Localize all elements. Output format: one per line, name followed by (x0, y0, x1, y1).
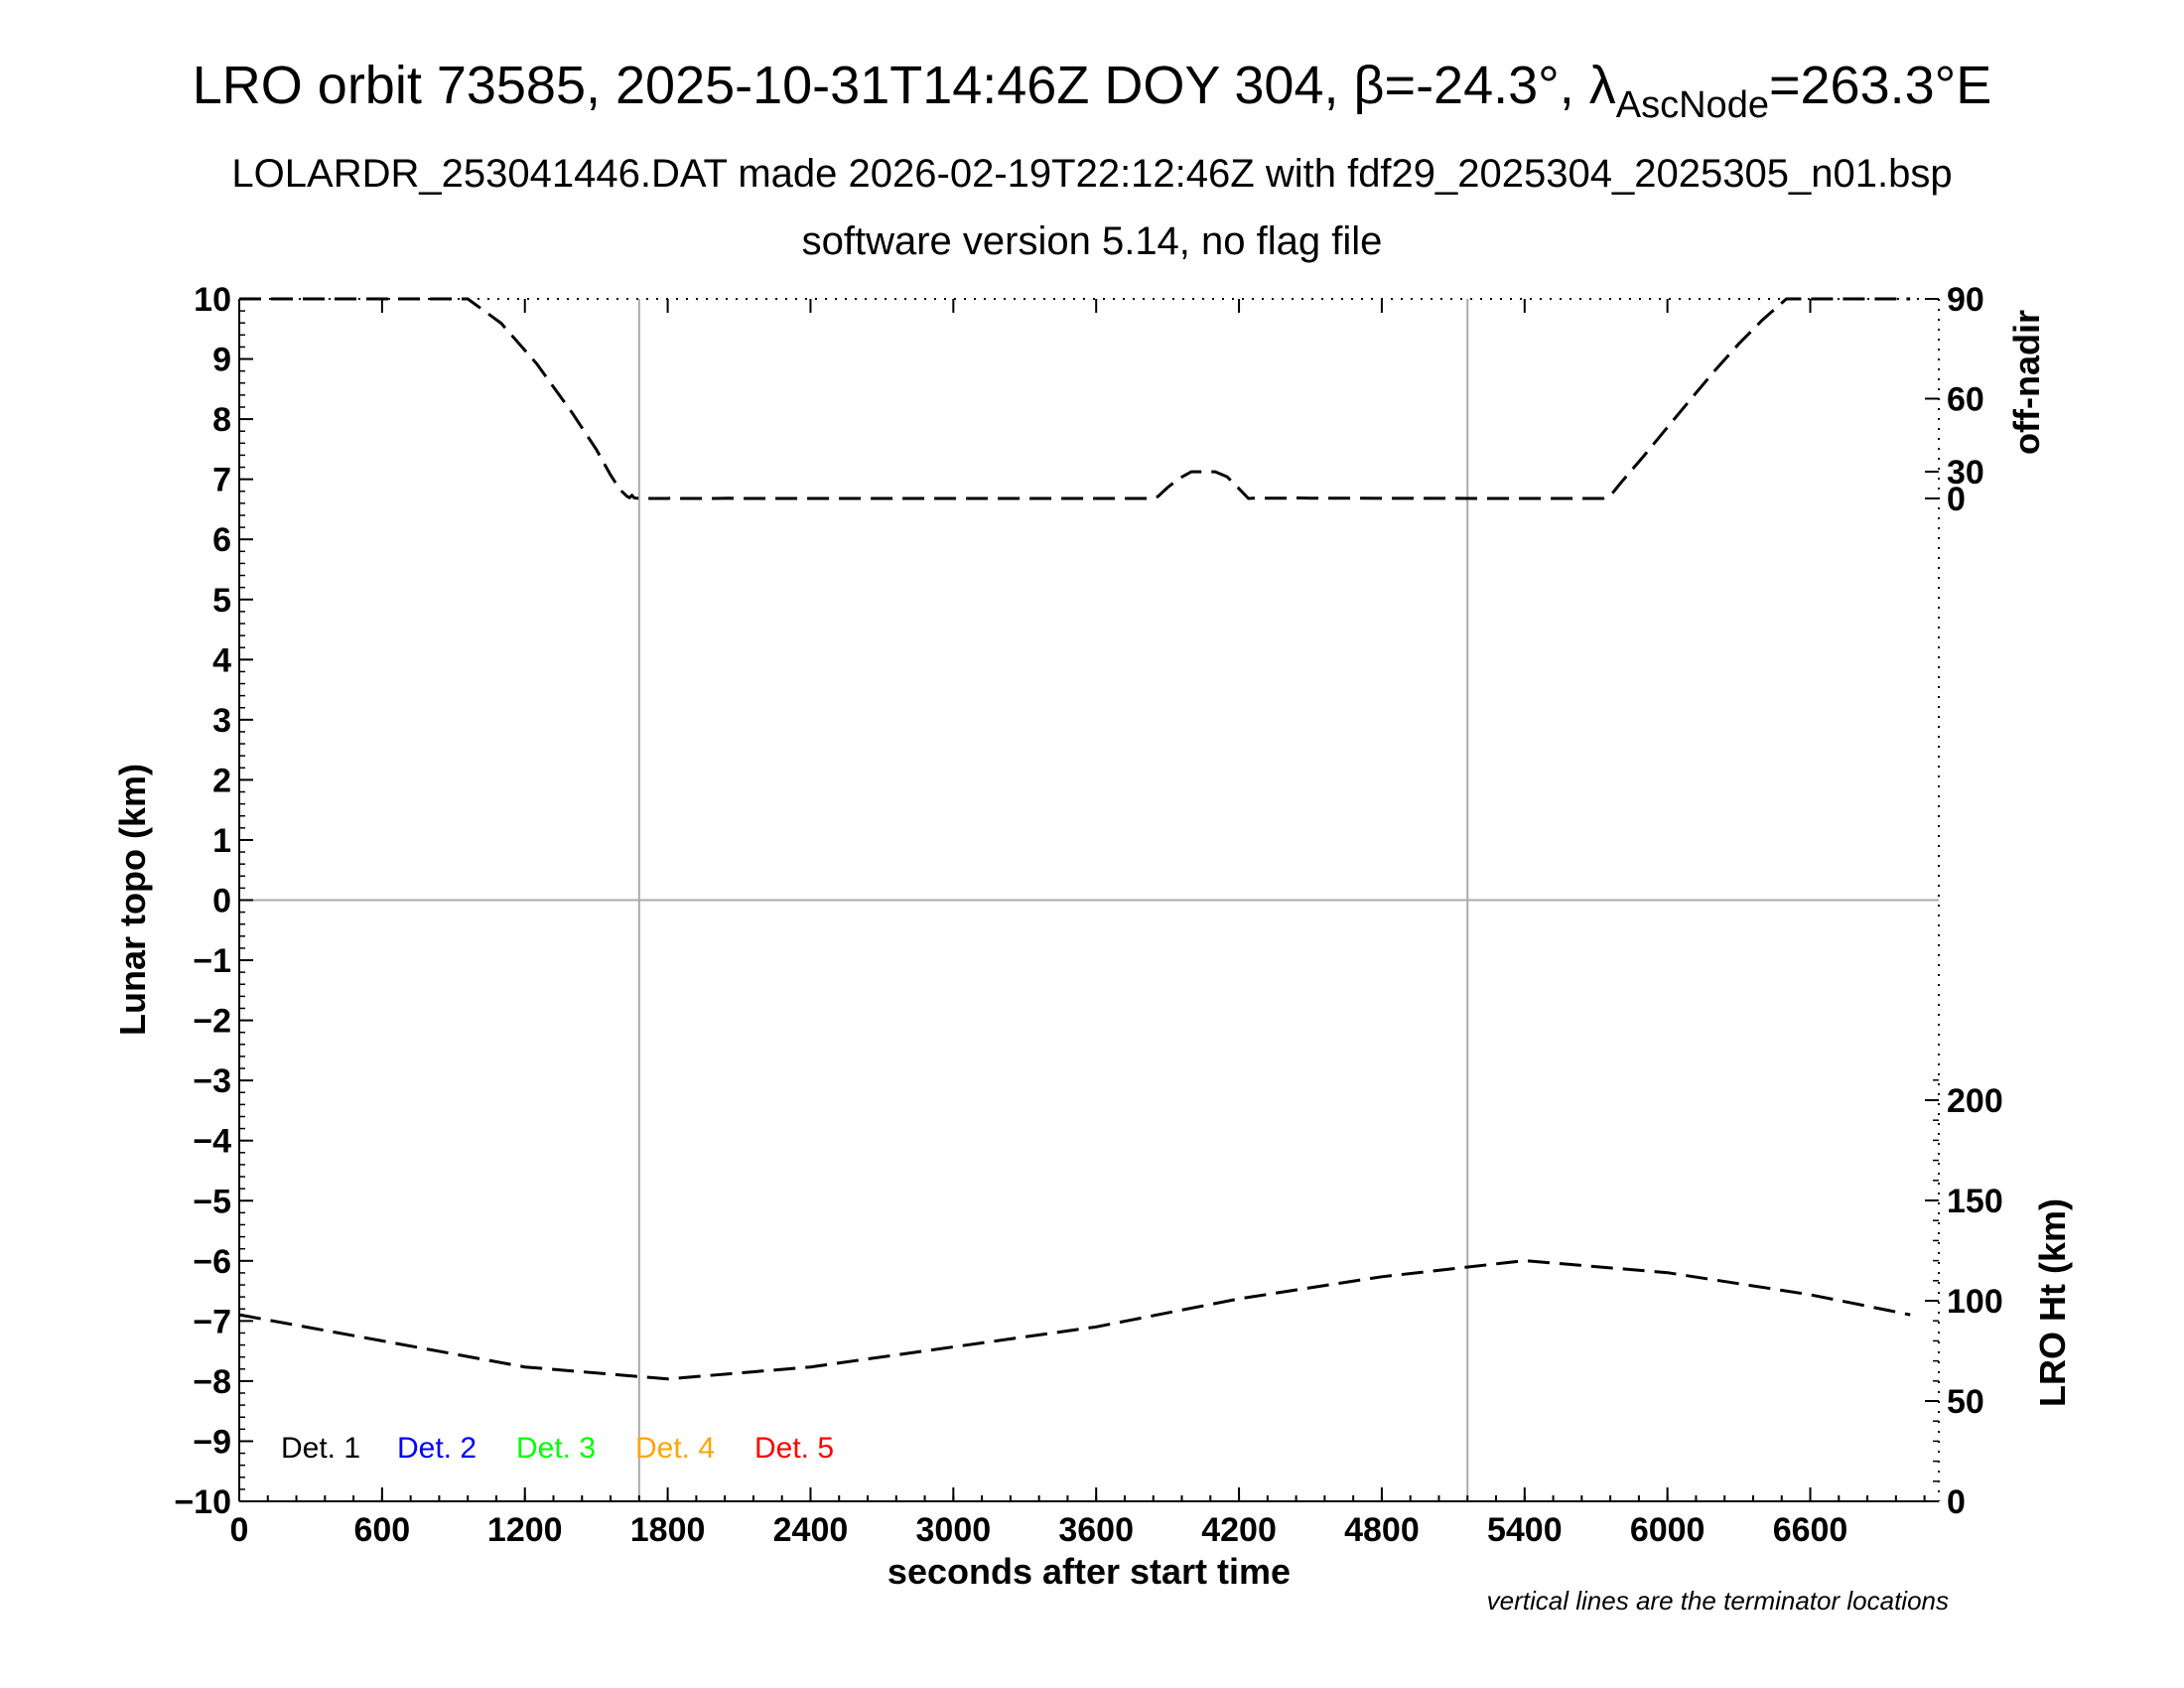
lro-ht-tick-label: 150 (1947, 1183, 2003, 1220)
legend-entry-det-5: Det. 5 (754, 1432, 834, 1465)
x-tick-label: 6000 (1630, 1511, 1706, 1549)
x-axis-label: seconds after start time (887, 1551, 1291, 1592)
x-axis-ticks: 0 600 1200 1800 2400 3000 3600 4200 4800 5400 6000… (230, 299, 1926, 1549)
legend-entry-det-2: Det. 2 (397, 1432, 477, 1465)
lro-ht-axis-label: LRO Ht (km) (2032, 1198, 2073, 1407)
y-tick-label: 2 (212, 762, 231, 799)
y-tick-label: 6 (212, 521, 231, 559)
grid-layer (239, 299, 1939, 1501)
y-tick-label: −2 (193, 1003, 231, 1041)
y-tick-label: −8 (193, 1363, 231, 1401)
y-tick-label: −4 (193, 1123, 231, 1161)
y-tick-label: 5 (212, 582, 231, 620)
off-nadir-series (239, 297, 1911, 500)
off-nadir-tick-label: 90 (1947, 281, 1984, 319)
y-tick-label: 9 (212, 342, 231, 379)
x-tick-label: 600 (353, 1511, 410, 1549)
y-tick-label: −10 (174, 1483, 231, 1521)
x-tick-label: 4200 (1201, 1511, 1277, 1549)
y-tick-label: −6 (193, 1243, 231, 1281)
off-nadir-tick-label: 0 (1947, 481, 1966, 518)
y-left-axis-label: Lunar topo (km) (112, 764, 153, 1036)
lro-height-series (238, 1259, 1911, 1381)
y-tick-label: 3 (212, 702, 231, 740)
y-tick-label: −5 (193, 1183, 231, 1220)
y-tick-label: 8 (212, 401, 231, 439)
legend-entry-det-1: Det. 1 (281, 1432, 360, 1465)
y-tick-label: −7 (193, 1303, 231, 1340)
y-tick-label: 4 (212, 641, 231, 679)
legend-entry-det-3: Det. 3 (516, 1432, 596, 1465)
terminator-footnote: vertical lines are the terminator locati… (1487, 1586, 1949, 1616)
x-tick-label: 3000 (916, 1511, 992, 1549)
chart-subtitle-file: LOLARDR_253041446.DAT made 2026-02-19T22… (231, 152, 1952, 196)
x-tick-label: 4800 (1344, 1511, 1420, 1549)
lro-ht-tick-label: 200 (1947, 1082, 2003, 1120)
chart-subtitle-version: software version 5.14, no flag file (802, 219, 1383, 263)
series-layer (238, 297, 1911, 1381)
x-tick-label: 5400 (1487, 1511, 1563, 1549)
y-tick-label: −1 (193, 942, 231, 980)
x-tick-label: 2400 (773, 1511, 849, 1549)
y-tick-label: 0 (212, 883, 231, 920)
chart-title: LRO orbit 73585, 2025-10-31T14:46Z DOY 3… (193, 56, 1992, 126)
y-tick-label: 7 (212, 462, 231, 499)
x-tick-label: 6600 (1773, 1511, 1848, 1549)
y-tick-label: −9 (193, 1423, 231, 1461)
lro-ht-tick-label: 50 (1947, 1383, 1984, 1421)
lro-ht-tick-label: 100 (1947, 1283, 2003, 1321)
y-tick-label: 10 (194, 281, 231, 319)
x-tick-label: 1200 (487, 1511, 563, 1549)
off-nadir-tick-label: 60 (1947, 381, 1984, 419)
off-nadir-axis-label: off-nadir (2006, 310, 2047, 455)
y-tick-label: −3 (193, 1062, 231, 1100)
x-tick-label: 3600 (1058, 1511, 1134, 1549)
legend: Det. 1 Det. 2 Det. 3 Det. 4 Det. 5 (281, 1432, 834, 1465)
y-tick-label: 1 (212, 822, 231, 860)
lro-ht-tick-label: 0 (1947, 1483, 1966, 1521)
x-tick-label: 1800 (630, 1511, 706, 1549)
legend-entry-det-4: Det. 4 (635, 1432, 715, 1465)
off-nadir-tick-label: 30 (1947, 454, 1984, 492)
x-tick-label: 0 (230, 1511, 249, 1549)
